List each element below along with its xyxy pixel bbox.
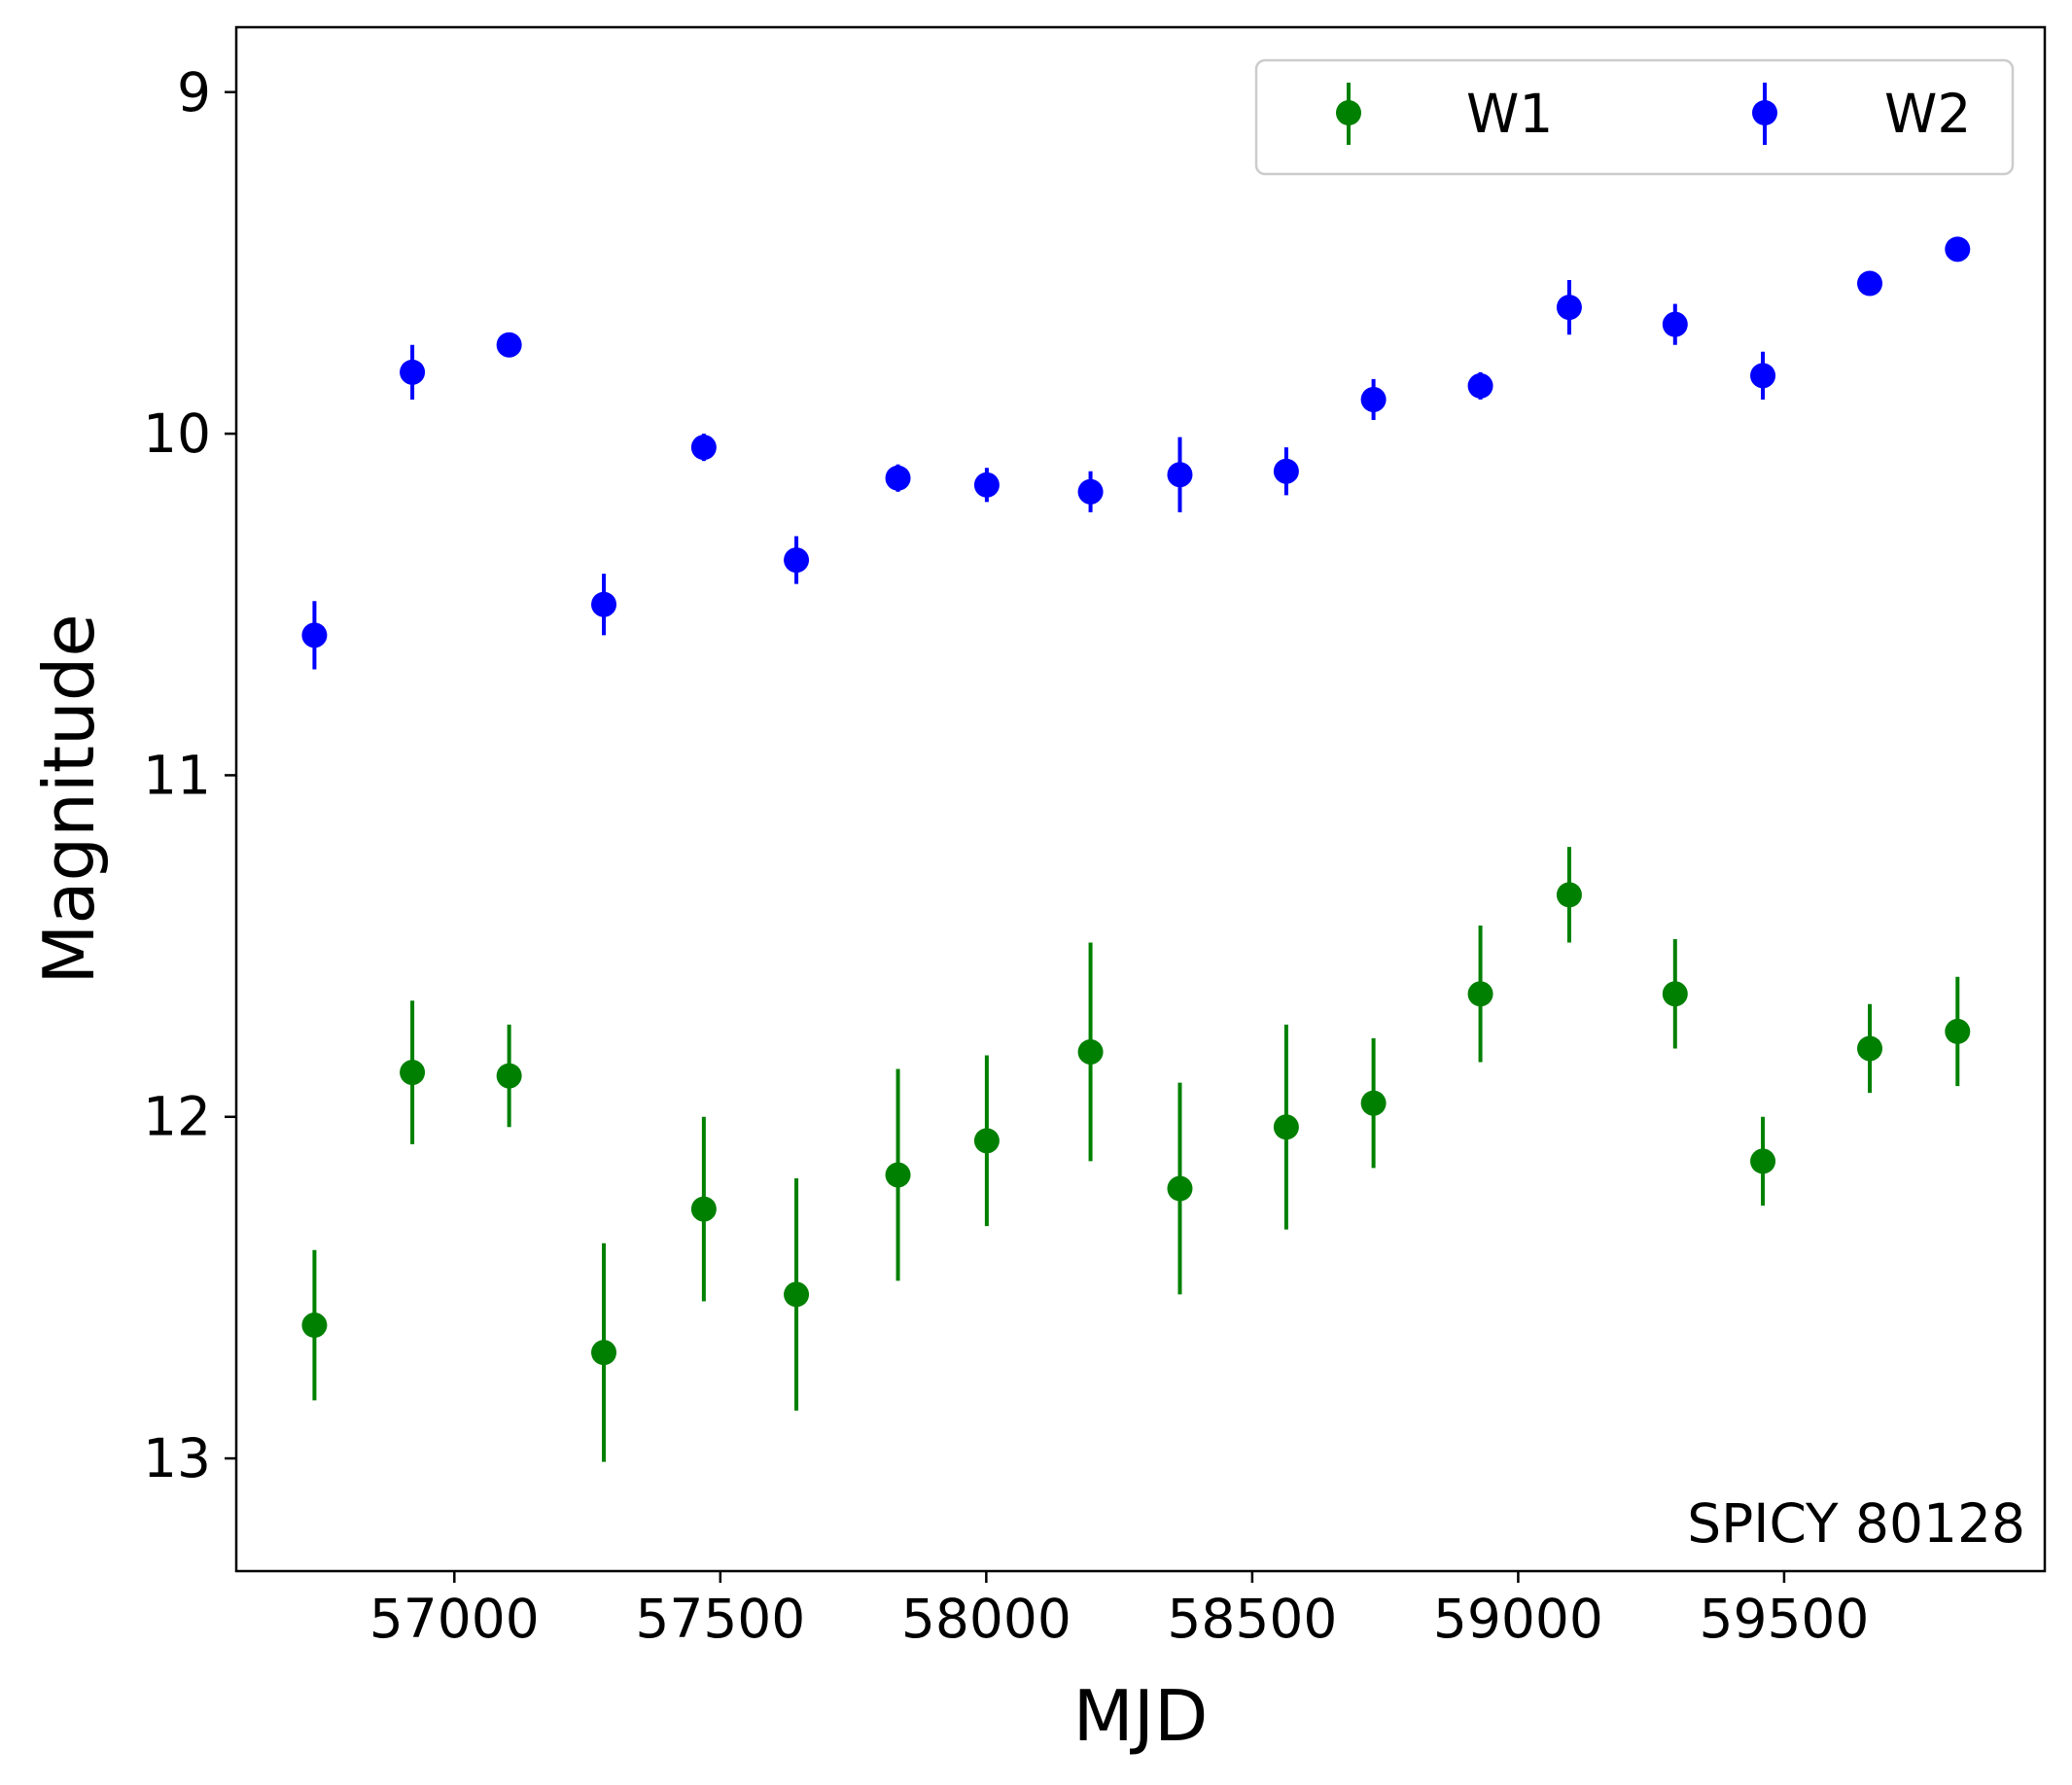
data-point-w2 xyxy=(885,465,911,491)
x-tick-label: 58000 xyxy=(901,1588,1071,1650)
data-point-w1 xyxy=(1077,1038,1104,1065)
x-tick-label: 57000 xyxy=(369,1588,540,1650)
data-point-w2 xyxy=(496,332,522,358)
y-tick-label: 11 xyxy=(143,744,211,806)
legend: W1 W2 xyxy=(1254,58,2015,176)
y-axis-label: Magnitude xyxy=(28,613,110,984)
data-point-w1 xyxy=(690,1196,717,1222)
y-tick-label: 13 xyxy=(143,1427,211,1489)
data-point-w2 xyxy=(301,622,328,648)
data-point-w1 xyxy=(591,1340,617,1366)
data-point-w2 xyxy=(1662,311,1688,337)
data-point-w1 xyxy=(1360,1090,1387,1116)
data-point-w1 xyxy=(400,1060,426,1086)
data-point-w1 xyxy=(1750,1148,1776,1174)
data-point-w2 xyxy=(1556,295,1582,321)
axes-layer: 57000 57500 58000 58500 59000 59500 9 10 11 12 13 xyxy=(143,61,1869,1650)
data-point-w2 xyxy=(1467,372,1493,399)
series-w2 xyxy=(301,236,1971,670)
x-tick-label: 58500 xyxy=(1167,1588,1337,1650)
legend-marker-w2 xyxy=(1752,100,1777,125)
data-point-w2 xyxy=(1167,462,1193,488)
data-point-w1 xyxy=(301,1312,328,1339)
data-point-w1 xyxy=(1556,882,1582,908)
data-point-w1 xyxy=(784,1281,810,1308)
series-layer xyxy=(301,236,1971,1462)
data-point-w2 xyxy=(690,435,717,461)
legend-marker-w1 xyxy=(1336,100,1361,125)
data-point-w1 xyxy=(1167,1175,1193,1202)
data-point-w1 xyxy=(496,1063,522,1089)
object-annotation: SPICY 80128 xyxy=(1687,1492,2025,1555)
data-point-w1 xyxy=(1467,981,1493,1007)
legend-box xyxy=(1254,58,2015,176)
data-point-w2 xyxy=(591,591,617,617)
x-tick-label: 57500 xyxy=(635,1588,805,1650)
data-point-w2 xyxy=(1750,363,1776,389)
data-point-w1 xyxy=(1857,1035,1883,1062)
data-point-w2 xyxy=(973,472,1000,498)
data-point-w1 xyxy=(973,1128,1000,1154)
x-tick-label: 59500 xyxy=(1699,1588,1869,1650)
y-tick-label: 10 xyxy=(143,402,211,465)
data-point-w2 xyxy=(1945,236,1971,262)
x-axis-label: MJD xyxy=(1073,1675,1209,1757)
data-point-w2 xyxy=(400,359,426,385)
legend-label-w2: W2 xyxy=(1884,83,1971,145)
data-point-w2 xyxy=(1077,478,1104,505)
data-point-w1 xyxy=(1945,1018,1971,1044)
data-point-w1 xyxy=(1273,1114,1299,1140)
y-tick-label: 9 xyxy=(177,61,211,123)
y-tick-label: 12 xyxy=(143,1086,211,1148)
series-w1 xyxy=(301,847,1971,1462)
legend-label-w1: W1 xyxy=(1466,83,1553,145)
plot-frame xyxy=(234,25,2047,1573)
data-point-w1 xyxy=(1662,981,1688,1007)
data-point-w2 xyxy=(1273,458,1299,484)
data-point-w2 xyxy=(1857,270,1883,297)
x-tick-label: 59000 xyxy=(1433,1588,1603,1650)
data-point-w2 xyxy=(784,547,810,574)
data-point-w2 xyxy=(1360,386,1387,412)
data-point-w1 xyxy=(885,1162,911,1188)
